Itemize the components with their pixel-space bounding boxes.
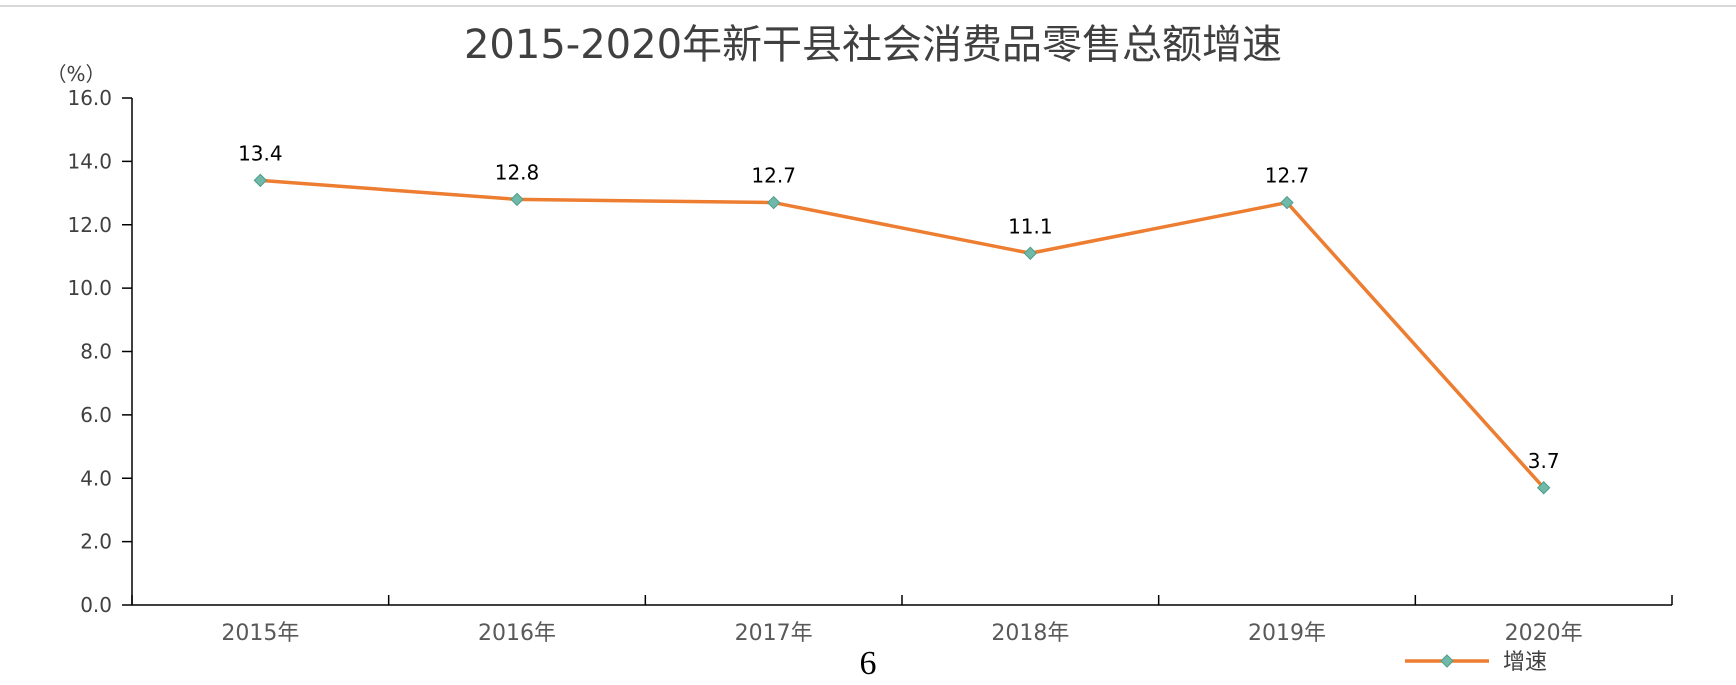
x-tick-label: 2020年 xyxy=(1505,621,1583,646)
data-label: 3.7 xyxy=(1528,449,1560,473)
data-label: 11.1 xyxy=(1008,214,1053,238)
x-tick-label: 2018年 xyxy=(991,621,1069,646)
data-point-marker xyxy=(1023,246,1038,260)
data-label: 12.7 xyxy=(751,164,796,188)
y-tick-label: 12.0 xyxy=(67,213,112,237)
top-divider xyxy=(0,5,1736,7)
y-tick-label: 6.0 xyxy=(80,403,112,427)
x-tick-label: 2017年 xyxy=(735,621,813,646)
chart-title: 2015-2020年新干县社会消费品零售总额增速 xyxy=(464,22,1282,68)
data-point-marker xyxy=(766,195,781,210)
data-point-marker xyxy=(1536,481,1551,495)
y-unit-label: （%） xyxy=(46,62,105,86)
legend-marker-swatch xyxy=(1440,654,1454,668)
y-tick-label: 16.0 xyxy=(67,86,112,110)
data-label: 12.7 xyxy=(1265,164,1310,188)
y-tick-label: 10.0 xyxy=(67,276,112,300)
data-point-marker xyxy=(1280,195,1294,210)
y-tick-label: 4.0 xyxy=(80,466,112,490)
x-tick-label: 2015年 xyxy=(221,621,299,646)
data-point-marker xyxy=(510,192,524,207)
data-point-marker xyxy=(253,173,268,188)
page-number: 6 xyxy=(860,645,877,682)
legend-label: 增速 xyxy=(1503,650,1547,675)
x-tick-label: 2016年 xyxy=(478,621,556,646)
x-tick-label: 2019年 xyxy=(1248,621,1326,646)
y-tick-label: 14.0 xyxy=(67,149,112,173)
y-tick-label: 0.0 xyxy=(80,593,112,617)
y-tick-label: 2.0 xyxy=(80,530,112,554)
y-tick-label: 8.0 xyxy=(80,340,112,364)
data-label: 12.8 xyxy=(495,160,540,184)
series-line xyxy=(260,178,1545,489)
data-label: 13.4 xyxy=(238,141,283,165)
